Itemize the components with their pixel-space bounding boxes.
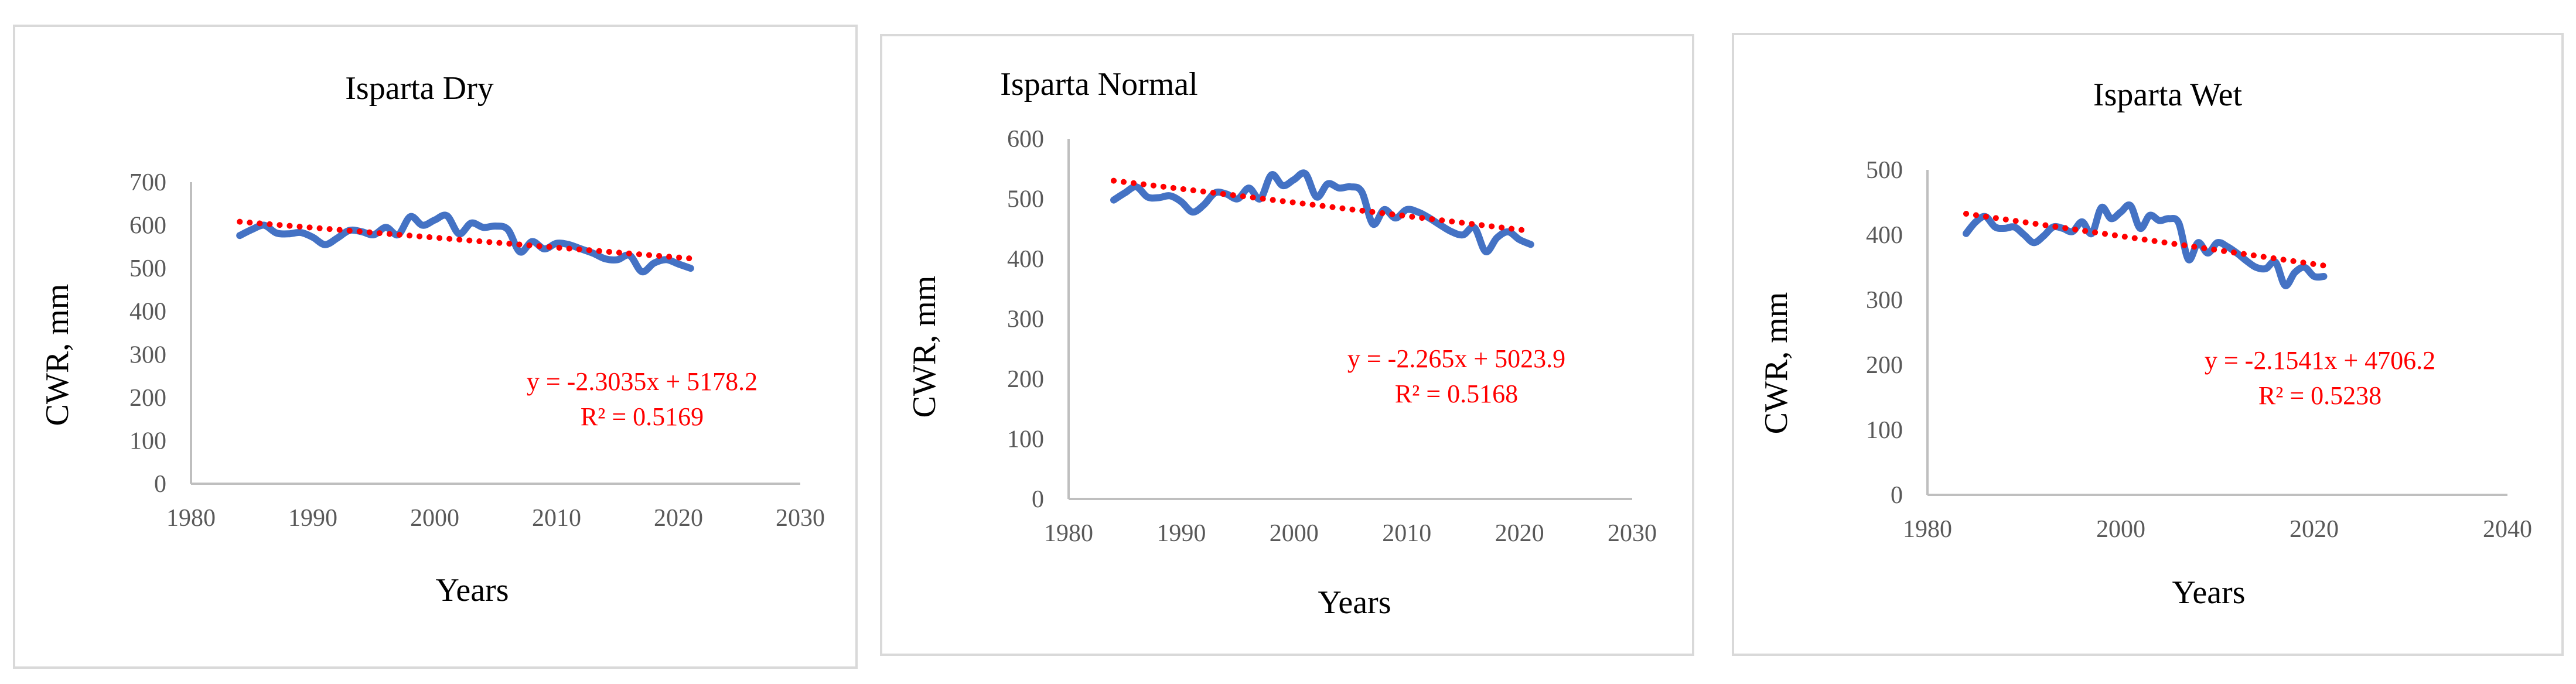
chart-title: Isparta Dry — [345, 70, 493, 107]
y-tick-label: 100 — [1866, 417, 1903, 444]
chart-panel-isparta-normal: Isparta Normal CWR, mm Years 0 100 200 300 4… — [880, 34, 1694, 656]
x-tick-label: 1990 — [288, 505, 337, 532]
x-tick-labels: 1980 2000 2020 2040 — [1903, 516, 2532, 543]
trend-r-squared: R² = 0.5169 — [581, 402, 704, 431]
y-tick-label: 0 — [1891, 482, 1903, 509]
x-tick-label: 1980 — [166, 505, 216, 532]
x-axis-label: Years — [2172, 574, 2246, 611]
x-tick-label: 2020 — [1495, 520, 1544, 547]
x-tick-label: 2040 — [2483, 516, 2532, 543]
plot-area — [236, 211, 694, 276]
plot-area — [1963, 201, 2328, 289]
trend-equation: y = -2.265x + 5023.9 — [1347, 344, 1565, 373]
plot-area — [1110, 169, 1534, 255]
y-axis-label: CWR, mm — [906, 276, 943, 418]
y-tick-label: 600 — [1007, 126, 1044, 153]
y-tick-label: 0 — [154, 471, 166, 498]
x-tick-label: 2010 — [532, 505, 581, 532]
x-axis-label: Years — [1318, 584, 1391, 621]
y-axis-label: CWR, mm — [39, 284, 76, 426]
chart-panel-isparta-dry: Isparta Dry CWR, mm Years 0 100 200 300 400 5… — [13, 25, 858, 669]
y-tick-label: 400 — [1007, 246, 1044, 273]
trend-r-squared: R² = 0.5238 — [2258, 381, 2381, 410]
y-tick-label: 100 — [129, 428, 166, 454]
x-tick-label: 1990 — [1156, 520, 1206, 547]
y-tick-label: 300 — [1866, 287, 1903, 314]
y-tick-label: 500 — [1007, 186, 1044, 213]
y-tick-label: 500 — [1866, 157, 1903, 184]
chart-isparta-dry: Isparta Dry CWR, mm Years 0 100 200 300 400 5… — [39, 70, 825, 608]
x-tick-label: 2030 — [1608, 520, 1657, 547]
trend-r-squared: R² = 0.5168 — [1395, 379, 1518, 408]
y-tick-label: 200 — [129, 385, 166, 412]
y-tick-labels: 0 100 200 300 400 500 600 700 — [129, 169, 166, 498]
y-axis-label: CWR, mm — [1758, 292, 1794, 435]
y-tick-label: 400 — [129, 299, 166, 326]
y-tick-label: 600 — [129, 213, 166, 240]
y-tick-label: 100 — [1007, 426, 1044, 453]
y-tick-label: 500 — [129, 255, 166, 282]
x-tick-labels: 1980 1990 2000 2010 2020 2030 — [166, 505, 825, 532]
x-tick-label: 2010 — [1382, 520, 1431, 547]
y-tick-labels: 0 100 200 300 400 500 600 — [1007, 126, 1044, 513]
x-tick-label: 2020 — [654, 505, 703, 532]
series-line-cwr — [1110, 169, 1534, 255]
trendline — [1110, 177, 1534, 234]
series-line-cwr — [1963, 201, 2328, 289]
trendline — [1963, 210, 2327, 269]
chart-isparta-normal: Isparta Normal CWR, mm Years 0 100 200 300 4… — [906, 66, 1657, 621]
y-tick-label: 400 — [1866, 222, 1903, 249]
chart-panel-isparta-wet: Isparta Wet CWR, mm Years 0 100 200 300 400 5… — [1732, 33, 2564, 656]
trend-equation: y = -2.1541x + 4706.2 — [2205, 346, 2435, 375]
series-line-cwr — [236, 211, 694, 276]
y-tick-label: 200 — [1007, 366, 1044, 393]
y-tick-label: 300 — [1007, 306, 1044, 333]
y-tick-label: 700 — [129, 169, 166, 196]
trend-equation: y = -2.3035x + 5178.2 — [527, 367, 758, 396]
chart-isparta-wet: Isparta Wet CWR, mm Years 0 100 200 300 400 5… — [1758, 77, 2532, 611]
x-tick-label: 2000 — [2096, 516, 2145, 543]
chart-title: Isparta Wet — [2093, 77, 2243, 113]
y-tick-label: 200 — [1866, 352, 1903, 379]
x-tick-label: 1980 — [1044, 520, 1093, 547]
x-tick-label: 1980 — [1903, 516, 1952, 543]
x-tick-label: 2000 — [1270, 520, 1319, 547]
y-tick-labels: 0 100 200 300 400 500 — [1866, 157, 1903, 509]
x-axis-label: Years — [436, 572, 509, 608]
chart-title: Isparta Normal — [1000, 66, 1197, 102]
x-tick-label: 2000 — [410, 505, 459, 532]
y-tick-label: 0 — [1032, 486, 1044, 513]
x-tick-labels: 1980 1990 2000 2010 2020 2030 — [1044, 520, 1657, 547]
y-tick-label: 300 — [129, 341, 166, 368]
x-tick-label: 2020 — [2290, 516, 2339, 543]
x-tick-label: 2030 — [776, 505, 825, 532]
